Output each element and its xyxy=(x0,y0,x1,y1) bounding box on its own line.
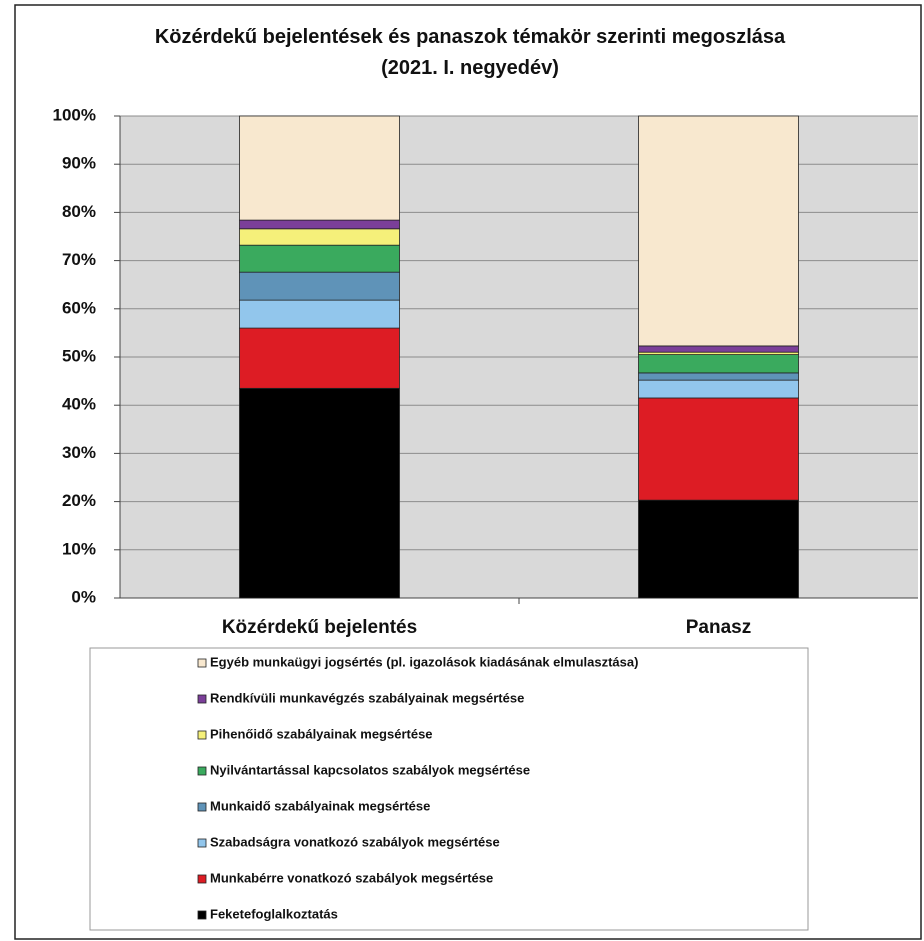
legend-label: Egyéb munkaügyi jogsértés (pl. igazoláso… xyxy=(210,654,638,669)
bar-segment xyxy=(239,387,400,599)
bar-segment xyxy=(638,499,799,599)
x-tick-label: Közérdekű bejelentés xyxy=(222,617,417,638)
y-tick-label: 100% xyxy=(53,105,96,124)
bar-segment xyxy=(638,345,799,353)
bar-segment xyxy=(638,372,799,381)
bar-segment xyxy=(239,299,400,329)
chart-title: Közérdekű bejelentések és panaszok témak… xyxy=(154,26,786,79)
legend-label: Feketefoglalkoztatás xyxy=(210,906,338,921)
legend-label: Szabadságra vonatkozó szabályok megsérté… xyxy=(210,834,500,849)
bar-segment xyxy=(239,219,400,230)
y-tick-label: 10% xyxy=(62,539,96,558)
bar-segment xyxy=(638,115,799,347)
y-tick-label: 40% xyxy=(62,395,96,414)
legend-swatch xyxy=(197,766,207,776)
y-tick-label: 20% xyxy=(62,491,96,510)
legend-swatch xyxy=(197,838,207,848)
y-tick-label: 70% xyxy=(62,250,96,269)
legend-label: Munkaidő szabályainak megsértése xyxy=(210,798,430,813)
legend-swatch xyxy=(197,694,207,704)
y-tick-label: 30% xyxy=(62,443,96,462)
y-tick-label: 60% xyxy=(62,298,96,317)
y-tick-label: 0% xyxy=(71,587,96,606)
legend-swatch xyxy=(197,802,207,812)
bar-segment xyxy=(638,379,799,399)
legend-label: Munkabérre vonatkozó szabályok megsértés… xyxy=(210,870,493,885)
legend-swatch xyxy=(197,874,207,884)
legend-box xyxy=(89,647,809,931)
legend-swatch xyxy=(197,730,207,740)
legend-label: Nyilvántartással kapcsolatos szabályok m… xyxy=(210,762,530,777)
x-tick-label: Panasz xyxy=(686,617,751,638)
legend-label: Pihenőidő szabályainak megsértése xyxy=(210,726,433,741)
legend-label: Rendkívüli munkavégzés szabályainak megs… xyxy=(210,690,524,705)
chart-frame xyxy=(14,4,922,940)
legend-swatch xyxy=(197,658,207,668)
bar-segment xyxy=(638,397,799,501)
legend-swatch xyxy=(197,910,207,920)
bar-segment xyxy=(239,327,400,389)
bar-segment xyxy=(239,228,400,246)
bar-segment xyxy=(239,115,400,221)
y-tick-label: 90% xyxy=(62,154,96,173)
y-tick-label: 50% xyxy=(62,346,96,365)
bar-segment xyxy=(239,244,400,273)
bar-segment xyxy=(638,354,799,374)
y-tick-label: 80% xyxy=(62,202,96,221)
bar-segment xyxy=(239,271,400,301)
